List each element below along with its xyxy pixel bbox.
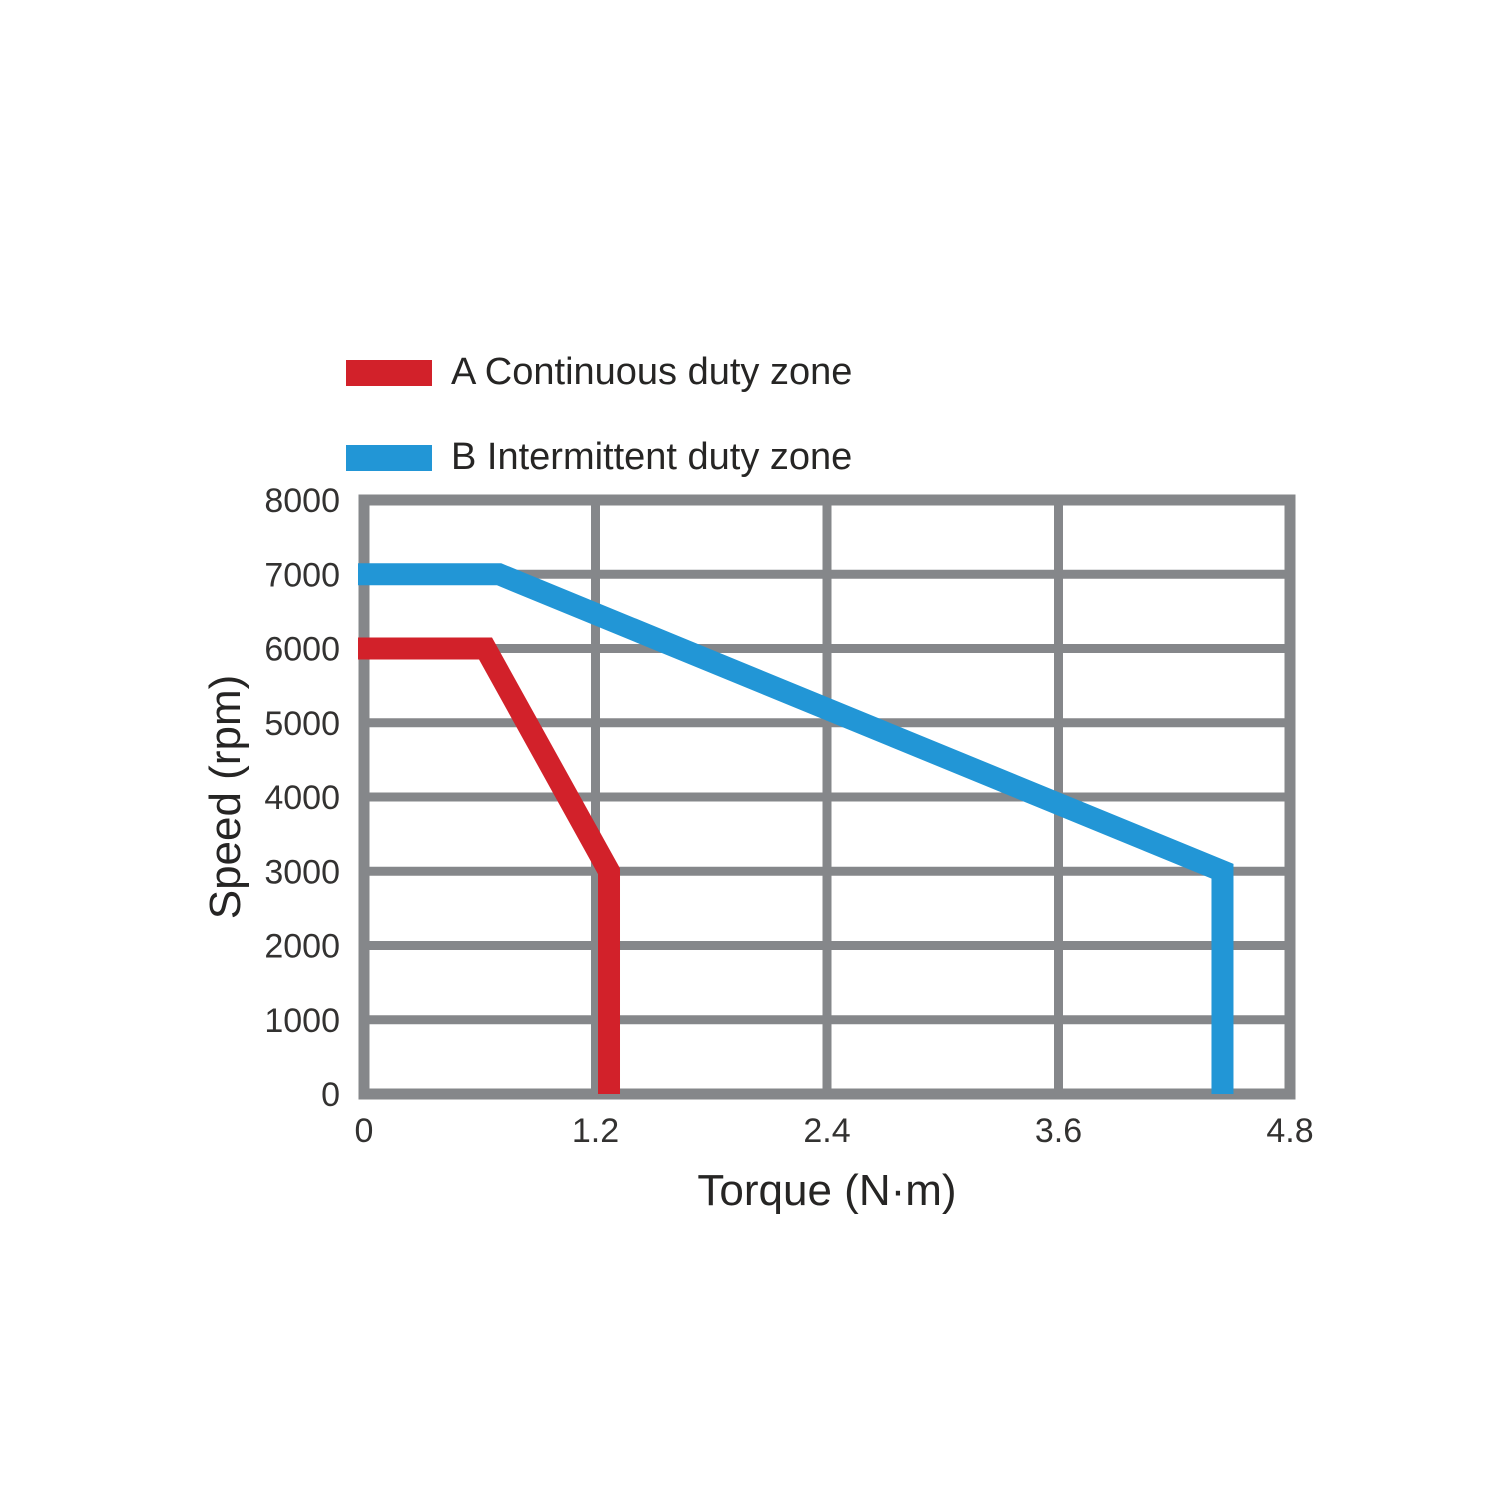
series-line-1	[358, 563, 1234, 1094]
legend-item-continuous-duty-zone: A Continuous duty zone	[346, 350, 852, 395]
x-tick-label: 1.2	[572, 1112, 619, 1150]
y-tick-label: 8000	[264, 482, 340, 520]
legend-swatch-intermittent-blue	[346, 444, 432, 471]
y-tick-label: 2000	[264, 928, 340, 966]
y-axis-title: Speed (rpm)	[201, 675, 250, 920]
legend-item-intermittent-duty-zone: B Intermittent duty zone	[346, 435, 852, 480]
legend-label-continuous: A Continuous duty zone	[451, 351, 853, 393]
plot-frame	[358, 494, 1296, 1100]
x-tick-label: 2.4	[803, 1112, 850, 1150]
y-tick-label: 5000	[264, 705, 340, 743]
legend: A Continuous duty zone B Intermittent du…	[346, 350, 852, 480]
legend-swatch-continuous-red	[346, 359, 432, 386]
legend-label-intermittent: B Intermittent duty zone	[451, 436, 853, 478]
x-tick-label: 3.6	[1035, 1112, 1082, 1150]
x-tick-label: 0	[355, 1112, 374, 1150]
x-tick-label: 4.8	[1266, 1112, 1313, 1150]
y-tick-label: 7000	[264, 556, 340, 594]
y-tick-label: 3000	[264, 853, 340, 891]
y-tick-label: 0	[321, 1076, 340, 1114]
y-tick-label: 6000	[264, 631, 340, 669]
x-axis-title: Torque (N·m)	[697, 1166, 956, 1215]
series-line-0	[358, 637, 621, 1094]
y-tick-label: 1000	[264, 1002, 340, 1040]
y-tick-label: 4000	[264, 779, 340, 817]
